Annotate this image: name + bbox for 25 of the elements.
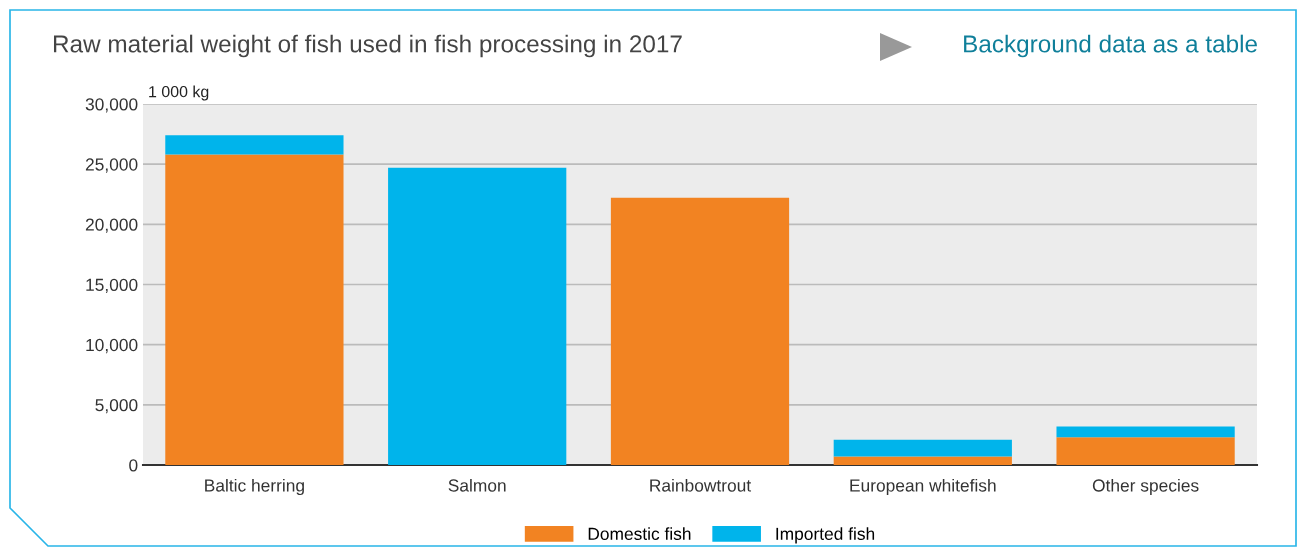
- bar: [165, 135, 344, 155]
- bar: [388, 167, 567, 465]
- bar: [833, 439, 1012, 457]
- x-tick-label: Baltic herring: [205, 478, 304, 496]
- y-tick-label: 20,000: [85, 218, 138, 233]
- y-tick-label: 5,000: [95, 399, 138, 414]
- y-tick-label: 25,000: [85, 158, 138, 173]
- bar: [1056, 426, 1235, 438]
- bar: [165, 154, 344, 465]
- x-tick-label: Rainbowtrout: [650, 478, 752, 492]
- chart-title: Raw material weight of fish used in fish processing in 2017: [53, 34, 682, 58]
- y-axis-title: 1 000 kg: [149, 85, 209, 101]
- text: Background data as a table: [964, 34, 1257, 58]
- y-tick-label: 10,000: [86, 338, 138, 354]
- x-tick-label: Other species: [1092, 478, 1199, 496]
- bar: [610, 197, 790, 465]
- legend-label: Imported fish: [776, 527, 875, 544]
- x-tick-label: Salmon: [448, 478, 506, 492]
- legend-label: Domestic fish: [588, 527, 691, 540]
- y-tick-label: 15,000: [86, 278, 138, 294]
- y-tick-label: 30,000: [85, 98, 138, 113]
- bar: [833, 456, 1012, 465]
- bar: [1056, 437, 1235, 465]
- y-tick-label: 0: [129, 459, 138, 472]
- x-tick-label: European whitefish: [850, 478, 996, 496]
